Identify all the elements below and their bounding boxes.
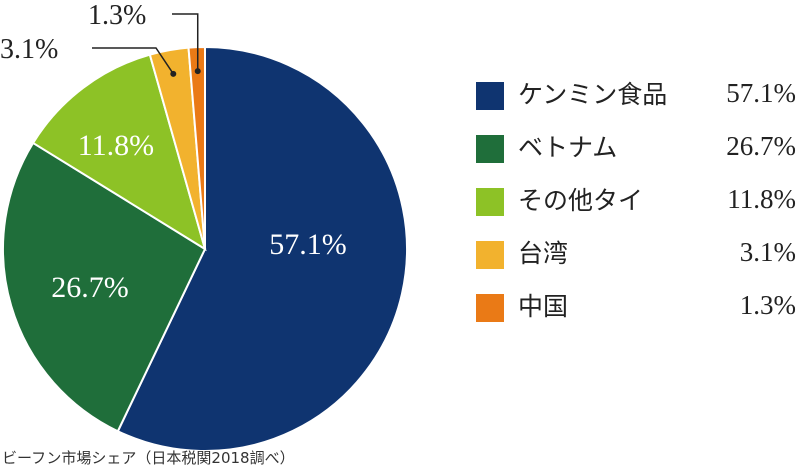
- legend-swatch-3: [476, 188, 504, 216]
- legend-swatch-4: [476, 241, 504, 269]
- pie-callouts: 3.1% 1.3%: [0, 0, 201, 77]
- legend-label-1: ケンミン食品: [518, 80, 667, 109]
- legend-swatch-5: [476, 294, 504, 322]
- callout-dot-4: [170, 70, 177, 77]
- legend-swatch-2: [476, 135, 504, 163]
- pie-slice-labels: 57.1% 26.7% 11.8%: [51, 129, 347, 304]
- pie-slice-3: [31, 53, 207, 252]
- legend: ケンミン食品 57.1% ベトナム 26.7% その他タイ 11.8% 台湾 3.1% 中国 1.…: [476, 78, 796, 322]
- callout-label-4: 3.1%: [0, 34, 58, 65]
- callout-dot-5: [194, 68, 201, 75]
- callout-label-5: 1.3%: [88, 0, 146, 31]
- chart-caption: ビーフン市場シェア（日本税関2018調べ）: [2, 449, 295, 467]
- slice-label-1: 57.1%: [269, 228, 347, 261]
- legend-value-1: 57.1%: [726, 78, 796, 108]
- pie-slice-1: [116, 45, 408, 452]
- slice-label-2: 26.7%: [51, 271, 129, 304]
- legend-value-5: 1.3%: [740, 290, 796, 320]
- slice-label-3: 11.8%: [78, 129, 154, 162]
- legend-value-2: 26.7%: [726, 131, 796, 161]
- pie-slice-5: [187, 45, 206, 250]
- legend-value-4: 3.1%: [740, 237, 796, 267]
- pie-slice-2: [2, 141, 207, 433]
- legend-label-2: ベトナム: [518, 133, 617, 162]
- legend-swatch-1: [476, 82, 504, 110]
- callout-line-4: [92, 47, 174, 75]
- callout-line-5: [172, 13, 199, 72]
- legend-label-3: その他タイ: [518, 186, 643, 215]
- legend-label-5: 中国: [518, 292, 568, 321]
- legend-label-4: 台湾: [518, 239, 568, 268]
- pie-slices: [2, 45, 408, 452]
- legend-value-3: 11.8%: [727, 184, 796, 214]
